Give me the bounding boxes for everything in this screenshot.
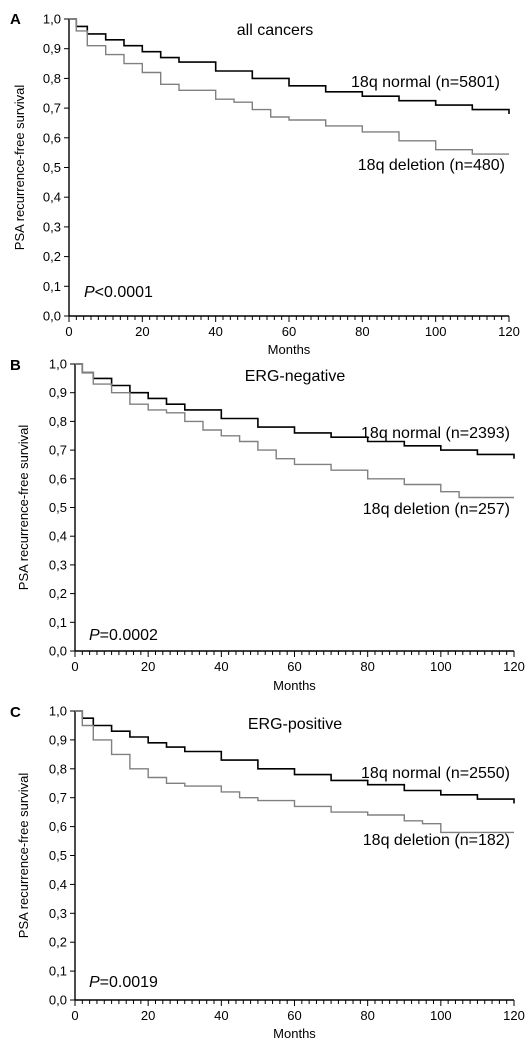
x-tick-label: 100 (430, 659, 452, 674)
y-tick-label: 0,9 (49, 732, 67, 747)
panel-a: A 0,0 0,1 0,2 0,3 0,4 0,5 0,6 0,7 0,8 0,9 1,0 0 20 40 6… (10, 11, 520, 357)
y-tick-label: 0,8 (49, 761, 67, 776)
x-tick-label: 120 (503, 659, 525, 674)
x-tick-label: 20 (141, 1008, 155, 1023)
y-tick-label: 0,5 (49, 500, 67, 515)
y-tick-label: 1,0 (49, 357, 67, 372)
label-18q-deletion: 18q deletion (n=182) (363, 832, 510, 849)
y-tick-label: 0,1 (43, 279, 61, 294)
x-tick-label: 80 (360, 659, 374, 674)
label-18q-normal: 18q normal (n=2393) (361, 425, 510, 442)
x-tick-label: 100 (425, 324, 447, 339)
label-18q-normal: 18q normal (n=2550) (361, 765, 510, 782)
y-axis-title: PSA recurrence-free survival (16, 773, 31, 939)
y-tick-label: 0,5 (43, 160, 61, 175)
y-tick-label: 0,2 (43, 249, 61, 264)
y-axis-title: PSA recurrence-free survival (16, 425, 31, 591)
x-tick-label: 60 (287, 1008, 301, 1023)
panel-letter: C (10, 704, 21, 721)
curve-18q-deletion (69, 18, 509, 155)
y-tick-label: 0,7 (49, 790, 67, 805)
p-symbol: P (89, 627, 100, 644)
x-tick-label: 20 (141, 659, 155, 674)
y-tick-label: 0,4 (49, 877, 67, 892)
x-tick-label: 40 (208, 324, 222, 339)
y-tick-label: 0,7 (49, 443, 67, 458)
y-tick-label: 0,2 (49, 935, 67, 950)
y-tick-label: 1,0 (43, 12, 61, 27)
y-axis-title: PSA recurrence-free survival (12, 85, 27, 251)
x-tick-label: 120 (503, 1008, 525, 1023)
x-tick-label: 40 (214, 1008, 228, 1023)
y-tick-label: 0,9 (43, 41, 61, 56)
y-tick-label: 0,2 (49, 586, 67, 601)
y-tick-label: 0,8 (49, 414, 67, 429)
y-tick-label: 0,6 (49, 471, 67, 486)
x-tick-label: 120 (498, 324, 520, 339)
curve-18q-deletion (75, 363, 514, 499)
x-tick-label: 40 (214, 659, 228, 674)
y-tick-label: 0,9 (49, 385, 67, 400)
label-18q-deletion: 18q deletion (n=257) (363, 501, 510, 518)
x-tick-label: 100 (430, 1008, 452, 1023)
p-value-number: =0.0002 (100, 627, 158, 644)
panel-subtitle: ERG-negative (245, 368, 346, 385)
p-symbol: P (89, 974, 100, 991)
curve-18q-normal (75, 710, 515, 804)
y-tick-label: 0,8 (43, 71, 61, 86)
curve-18q-normal (75, 363, 515, 459)
x-tick-label: 0 (71, 659, 78, 674)
x-tick-label: 0 (65, 324, 72, 339)
y-tick-label: 0,0 (49, 993, 67, 1008)
x-tick-label: 20 (135, 324, 149, 339)
y-tick-label: 0,0 (49, 644, 67, 659)
y-tick-label: 0,0 (43, 309, 61, 324)
label-18q-deletion: 18q deletion (n=480) (358, 157, 505, 174)
y-tick-label: 0,6 (49, 819, 67, 834)
p-value: P<0.0001 (84, 284, 153, 301)
p-value-number: <0.0001 (95, 284, 153, 301)
y-tick-label: 0,4 (43, 190, 61, 205)
x-axis-title: Months (273, 678, 316, 693)
x-axis-title: Months (273, 1026, 316, 1041)
p-value: P=0.0002 (89, 627, 158, 644)
y-tick-label: 0,1 (49, 964, 67, 979)
y-tick-label: 1,0 (49, 704, 67, 719)
x-tick-label: 60 (282, 324, 296, 339)
p-value-number: =0.0019 (100, 974, 158, 991)
panel-letter: A (10, 11, 21, 28)
panel-subtitle: ERG-positive (248, 716, 342, 733)
panel-letter: B (10, 357, 21, 374)
y-tick-label: 0,4 (49, 529, 67, 544)
panel-c: C 0,0 0,1 0,2 0,3 0,4 0,5 0,6 0,7 0,8 0,9 1,0 0 20 40 6… (10, 704, 525, 1042)
x-tick-label: 80 (355, 324, 369, 339)
y-tick-label: 0,1 (49, 615, 67, 630)
y-tick-label: 0,6 (43, 130, 61, 145)
curve-18q-normal (69, 18, 510, 114)
panel-b: B 0,0 0,1 0,2 0,3 0,4 0,5 0,6 0,7 0,8 0,9 1,0 0 20 40 6… (10, 357, 525, 694)
y-tick-label: 0,5 (49, 848, 67, 863)
x-tick-label: 0 (71, 1008, 78, 1023)
p-value: P=0.0019 (89, 974, 158, 991)
label-18q-normal: 18q normal (n=5801) (351, 74, 500, 91)
y-tick-label: 0,3 (43, 219, 61, 234)
x-tick-label: 60 (287, 659, 301, 674)
y-tick-label: 0,7 (43, 101, 61, 116)
x-axis-title: Months (268, 342, 311, 357)
p-symbol: P (84, 284, 95, 301)
y-tick-label: 0,3 (49, 906, 67, 921)
panel-subtitle: all cancers (237, 22, 313, 39)
y-tick-label: 0,3 (49, 557, 67, 572)
curve-18q-deletion (75, 710, 514, 834)
x-tick-label: 80 (360, 1008, 374, 1023)
